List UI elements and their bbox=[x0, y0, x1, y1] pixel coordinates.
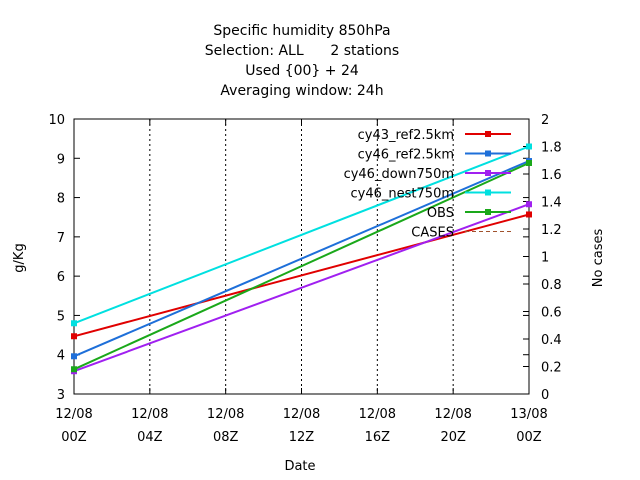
y-tick-label: 9 bbox=[57, 152, 65, 167]
grid bbox=[149, 119, 454, 394]
legend: cy43_ref2.5km cy46_ref2.5km cy46_down750mc… bbox=[344, 128, 511, 241]
y-tick-label: 3 bbox=[57, 388, 65, 403]
x-tick-hour-label: 08Z bbox=[213, 430, 239, 445]
y2-tick-label: 1.8 bbox=[541, 141, 562, 156]
series-point-4 bbox=[71, 366, 77, 373]
x-axis-label: Date bbox=[284, 459, 315, 474]
y-tick-label: 8 bbox=[57, 192, 65, 207]
y-tick-label: 7 bbox=[57, 231, 65, 246]
x-tick-hour-label: 00Z bbox=[516, 430, 542, 445]
x-tick-hour-label: 12Z bbox=[289, 430, 315, 445]
x-tick-hour-label: 16Z bbox=[365, 430, 391, 445]
y-tick-label: 10 bbox=[48, 113, 65, 128]
y2-axis-label: No cases bbox=[591, 229, 606, 288]
y-axis-ticks: 3 4 5 6 7 8 9 10 bbox=[48, 113, 529, 403]
title-line-1: Specific humidity 850hPa bbox=[213, 23, 390, 39]
legend-marker-1 bbox=[485, 150, 491, 157]
legend-marker-3 bbox=[485, 189, 491, 196]
x-axis-ticks: 12/08 00Z 12/08 04Z 12/08 08Z 12/08 12Z 12/08 16Z… bbox=[55, 119, 548, 445]
series-line-1 bbox=[73, 160, 530, 358]
y2-tick-label: 1 bbox=[541, 251, 549, 266]
legend-marker-4 bbox=[485, 209, 491, 215]
y2-tick-label: 0.8 bbox=[541, 278, 562, 293]
series-line-3 bbox=[73, 145, 530, 325]
y2-tick-label: 2 bbox=[541, 113, 549, 128]
series-point-3 bbox=[526, 143, 532, 150]
series-point-0 bbox=[71, 333, 77, 340]
series-point-3 bbox=[71, 320, 77, 327]
series-line-2 bbox=[73, 203, 530, 373]
legend-label-4: OBS bbox=[427, 206, 454, 221]
x-tick-date-label: 12/08 bbox=[283, 407, 320, 422]
x-tick-date-label: 12/08 bbox=[55, 407, 92, 422]
series-point-2 bbox=[526, 201, 532, 208]
title-line-2: Selection: ALL 2 stations bbox=[205, 43, 399, 59]
series-line-0 bbox=[73, 213, 530, 338]
series-point-4 bbox=[526, 160, 532, 166]
title-line-4: Averaging window: 24h bbox=[220, 83, 383, 99]
legend-label-1: cy46_ref2.5km bbox=[358, 148, 454, 163]
y2-axis-ticks: 0 0.2 0.4 0.6 0.8 1 1.2 1.4 1.6 1.8 2 bbox=[523, 113, 562, 403]
y2-tick-label: 1.6 bbox=[541, 168, 562, 183]
title-line-3: Used {00} + 24 bbox=[245, 63, 359, 79]
legend-label-3: cy46_nest750m bbox=[351, 187, 454, 202]
x-tick-date-label: 12/08 bbox=[434, 407, 471, 422]
legend-label-5: CASES bbox=[411, 226, 454, 241]
x-tick-hour-label: 04Z bbox=[137, 430, 163, 445]
y2-tick-label: 1.2 bbox=[541, 223, 562, 238]
y-tick-label: 4 bbox=[57, 349, 65, 364]
x-tick-date-label: 12/08 bbox=[131, 407, 168, 422]
y2-tick-label: 0.6 bbox=[541, 306, 562, 321]
y-tick-label: 5 bbox=[57, 309, 65, 324]
x-tick-date-label: 13/08 bbox=[510, 407, 547, 422]
y2-tick-label: 0 bbox=[541, 388, 549, 403]
y2-tick-label: 0.4 bbox=[541, 333, 562, 348]
x-tick-date-label: 12/08 bbox=[359, 407, 396, 422]
legend-label-2: cy46_down750m bbox=[344, 167, 454, 182]
legend-marker-0 bbox=[485, 131, 491, 137]
x-tick-hour-label: 20Z bbox=[440, 430, 466, 445]
series-line-4 bbox=[73, 162, 530, 371]
series-lines bbox=[71, 143, 532, 375]
y-axis-label: g/Kg bbox=[12, 243, 27, 272]
x-tick-hour-label: 00Z bbox=[61, 430, 87, 445]
y2-tick-label: 1.4 bbox=[541, 196, 562, 211]
legend-label-0: cy43_ref2.5km bbox=[358, 128, 454, 143]
legend-marker-2 bbox=[485, 170, 491, 176]
y-tick-label: 6 bbox=[57, 270, 65, 285]
y2-tick-label: 0.2 bbox=[541, 361, 562, 376]
chart-title: Specific humidity 850hPa Selection: ALL … bbox=[205, 23, 399, 99]
x-tick-date-label: 12/08 bbox=[207, 407, 244, 422]
series-point-0 bbox=[526, 211, 532, 218]
series-point-1 bbox=[71, 353, 77, 360]
